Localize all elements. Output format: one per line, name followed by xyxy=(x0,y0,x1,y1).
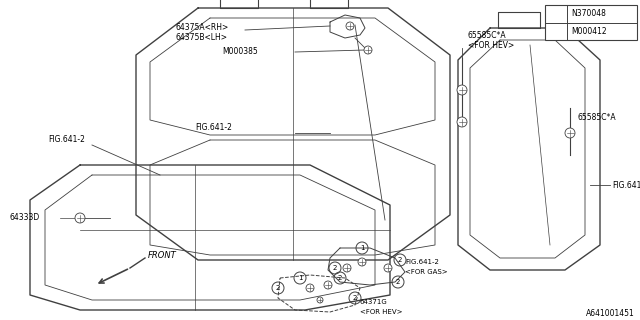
Circle shape xyxy=(75,213,85,223)
Text: FIG.641-2: FIG.641-2 xyxy=(405,259,439,265)
Text: 1: 1 xyxy=(360,245,364,251)
Circle shape xyxy=(457,117,467,127)
Text: <FOR HEV>: <FOR HEV> xyxy=(360,309,403,315)
Text: 2: 2 xyxy=(398,257,402,263)
Circle shape xyxy=(364,46,372,54)
Text: FIG.641-2: FIG.641-2 xyxy=(612,180,640,189)
Text: FIG.641-2: FIG.641-2 xyxy=(195,124,232,132)
Text: 1: 1 xyxy=(298,275,302,281)
Circle shape xyxy=(343,264,351,272)
Text: M000385: M000385 xyxy=(222,47,258,57)
Text: 64371G: 64371G xyxy=(360,299,388,305)
Text: <FOR GAS>: <FOR GAS> xyxy=(405,269,447,275)
Text: <FOR HEV>: <FOR HEV> xyxy=(468,41,515,50)
Circle shape xyxy=(346,22,354,30)
Circle shape xyxy=(324,281,332,289)
Text: 65585C*A: 65585C*A xyxy=(468,30,507,39)
Text: 2: 2 xyxy=(554,28,558,34)
Circle shape xyxy=(565,128,575,138)
Text: 2: 2 xyxy=(276,285,280,291)
Text: 64333D: 64333D xyxy=(10,213,40,222)
Text: 2: 2 xyxy=(333,265,337,271)
Circle shape xyxy=(457,85,467,95)
Circle shape xyxy=(306,284,314,292)
Text: 2: 2 xyxy=(353,295,357,301)
Text: FIG.641-2: FIG.641-2 xyxy=(48,135,85,145)
Circle shape xyxy=(317,297,323,303)
Text: M000412: M000412 xyxy=(571,27,607,36)
Text: 1: 1 xyxy=(554,11,558,17)
Text: A641001451: A641001451 xyxy=(586,308,635,317)
Text: FRONT: FRONT xyxy=(148,251,177,260)
Circle shape xyxy=(384,264,392,272)
Text: 2: 2 xyxy=(396,279,400,285)
Text: 2: 2 xyxy=(338,275,342,281)
Bar xyxy=(545,5,637,40)
Text: 64375A<RH>: 64375A<RH> xyxy=(175,23,228,33)
Text: 65585C*A: 65585C*A xyxy=(578,114,616,123)
Text: 64375B<LH>: 64375B<LH> xyxy=(175,34,227,43)
Text: N370048: N370048 xyxy=(571,9,606,18)
Circle shape xyxy=(358,258,366,266)
